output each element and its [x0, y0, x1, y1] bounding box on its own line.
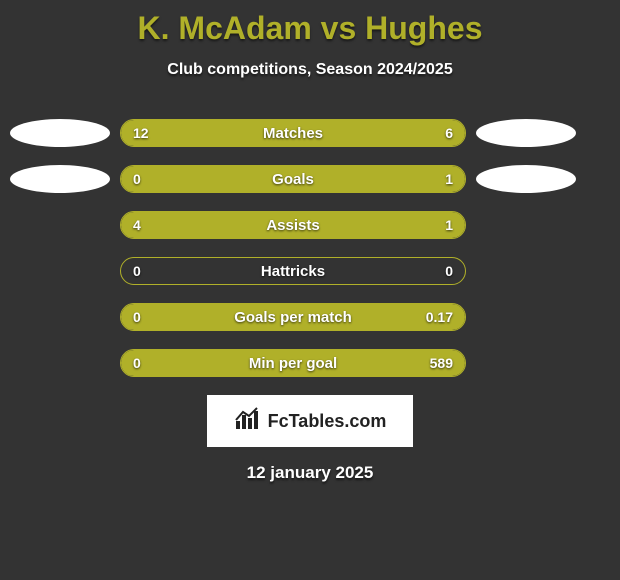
- stat-row: 00Hattricks: [0, 257, 620, 285]
- left-badge-cell: [0, 119, 120, 147]
- right-badge-cell: [466, 165, 586, 193]
- page-title: K. McAdam vs Hughes: [0, 0, 620, 47]
- stat-bar: 00.17Goals per match: [120, 303, 466, 331]
- stat-label: Goals per match: [121, 304, 465, 330]
- comparison-chart: 126Matches 01Goals 41Assists 00Hattricks 00.…: [0, 119, 620, 377]
- stat-row: 01Goals: [0, 165, 620, 193]
- stat-bar: 01Goals: [120, 165, 466, 193]
- stat-label: Hattricks: [121, 258, 465, 284]
- stat-label: Min per goal: [121, 350, 465, 376]
- team-badge-left: [10, 165, 110, 193]
- page-subtitle: Club competitions, Season 2024/2025: [0, 61, 620, 79]
- chart-icon: [234, 407, 262, 436]
- left-badge-cell: [0, 165, 120, 193]
- date-label: 12 january 2025: [0, 463, 620, 483]
- brand-badge: FcTables.com: [207, 395, 413, 447]
- stat-label: Goals: [121, 166, 465, 192]
- team-badge-right: [476, 165, 576, 193]
- team-badge-left: [10, 119, 110, 147]
- stat-bar: 0589Min per goal: [120, 349, 466, 377]
- stat-row: 41Assists: [0, 211, 620, 239]
- right-badge-cell: [466, 119, 586, 147]
- stat-bar: 00Hattricks: [120, 257, 466, 285]
- stat-row: 126Matches: [0, 119, 620, 147]
- stat-row: 00.17Goals per match: [0, 303, 620, 331]
- team-badge-right: [476, 119, 576, 147]
- stat-row: 0589Min per goal: [0, 349, 620, 377]
- stat-label: Assists: [121, 212, 465, 238]
- brand-text: FcTables.com: [268, 411, 387, 432]
- stat-bar: 126Matches: [120, 119, 466, 147]
- stat-label: Matches: [121, 120, 465, 146]
- stat-bar: 41Assists: [120, 211, 466, 239]
